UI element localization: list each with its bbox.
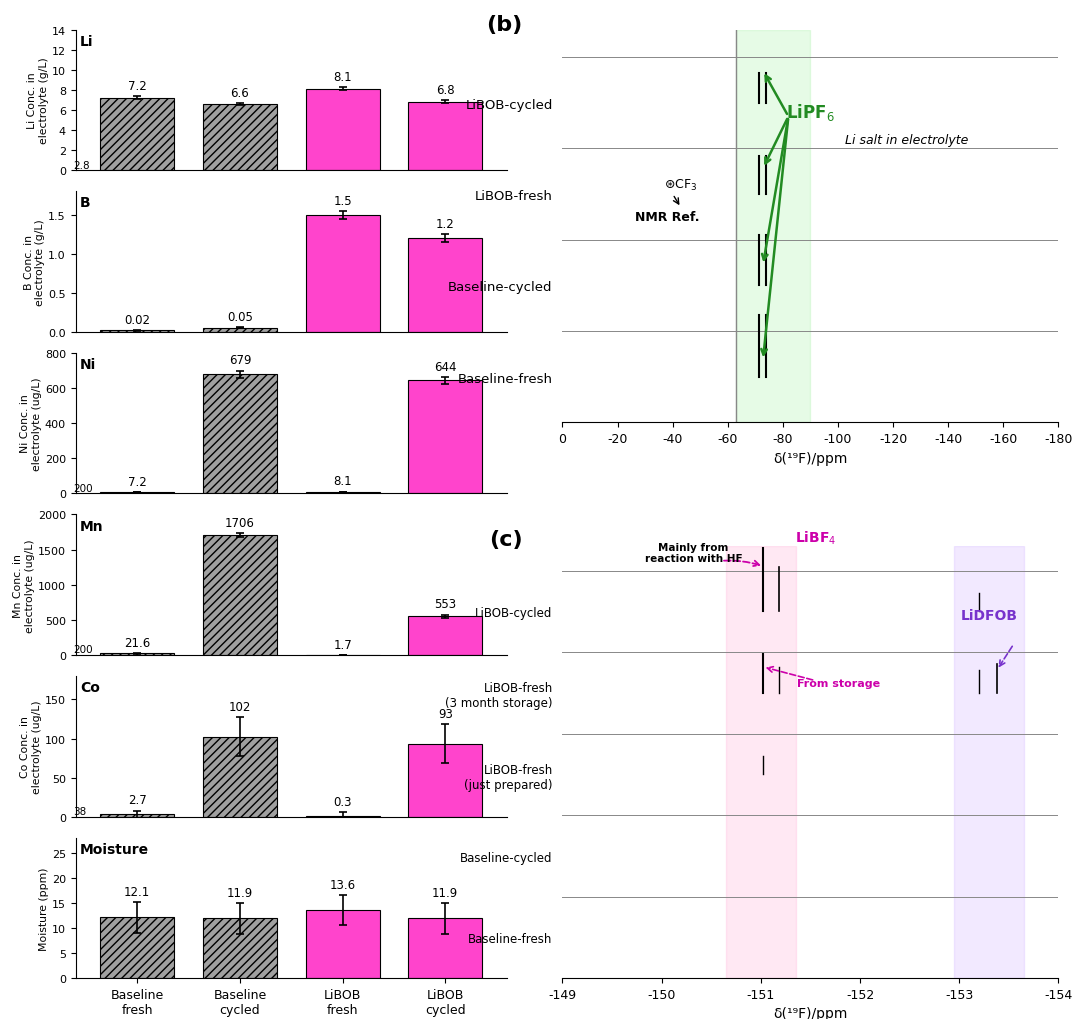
Text: 21.6: 21.6 — [124, 637, 150, 649]
Bar — [100, 654, 174, 655]
Text: 13.6: 13.6 — [329, 877, 355, 891]
Bar — [955, 546, 1024, 978]
Bar — [203, 105, 276, 171]
Text: Mainly from
reaction with HF: Mainly from reaction with HF — [645, 542, 742, 564]
Text: 12.1: 12.1 — [124, 886, 150, 899]
Y-axis label: Moisture (ppm): Moisture (ppm) — [39, 866, 49, 950]
Text: 93: 93 — [437, 707, 453, 720]
Y-axis label: B Conc. in
electrolyte (g/L): B Conc. in electrolyte (g/L) — [24, 219, 45, 306]
Text: LiPF$_6$: LiPF$_6$ — [785, 102, 834, 123]
Text: $\circledast$CF$_3$: $\circledast$CF$_3$ — [664, 178, 698, 194]
Text: 0.02: 0.02 — [124, 313, 150, 326]
Text: Moisture: Moisture — [80, 842, 149, 856]
Bar — [737, 31, 810, 423]
Text: 1706: 1706 — [225, 517, 255, 529]
Bar — [408, 381, 482, 494]
Text: 200: 200 — [73, 483, 93, 493]
Y-axis label: Mn Conc. in
electrolyte (ug/L): Mn Conc. in electrolyte (ug/L) — [13, 538, 35, 632]
Text: 8.1: 8.1 — [334, 475, 352, 488]
Bar — [100, 99, 174, 171]
Bar — [306, 492, 379, 494]
Bar — [203, 536, 276, 655]
Text: 11.9: 11.9 — [227, 887, 253, 900]
Text: 553: 553 — [434, 598, 456, 611]
Bar — [306, 90, 379, 171]
Bar — [203, 918, 276, 978]
Y-axis label: Co Conc. in
electrolyte (ug/L): Co Conc. in electrolyte (ug/L) — [21, 700, 42, 794]
Bar — [100, 331, 174, 332]
Bar — [306, 910, 379, 978]
Bar — [408, 918, 482, 978]
Text: 0.05: 0.05 — [227, 311, 253, 324]
Bar — [203, 375, 276, 494]
Text: LiDFOB: LiDFOB — [960, 609, 1017, 623]
Bar — [408, 103, 482, 171]
Bar — [726, 546, 796, 978]
Text: 38: 38 — [73, 806, 86, 816]
Text: 11.9: 11.9 — [432, 887, 458, 900]
Bar — [100, 814, 174, 817]
Y-axis label: Ni Conc. in
electrolyte (ug/L): Ni Conc. in electrolyte (ug/L) — [21, 377, 42, 471]
Text: From storage: From storage — [797, 679, 880, 689]
Text: 2.8: 2.8 — [73, 160, 90, 170]
Text: Co: Co — [80, 681, 99, 695]
Text: 679: 679 — [229, 354, 252, 367]
Text: 200: 200 — [73, 645, 93, 655]
Bar — [408, 616, 482, 655]
Text: 1.5: 1.5 — [334, 195, 352, 207]
Text: NMR Ref.: NMR Ref. — [635, 211, 700, 224]
Text: 1.2: 1.2 — [436, 218, 455, 230]
Text: 0.3: 0.3 — [334, 796, 352, 808]
Text: 8.1: 8.1 — [334, 71, 352, 84]
Text: Li salt in electrolyte: Li salt in electrolyte — [846, 133, 969, 147]
Bar — [100, 492, 174, 494]
Text: (c): (c) — [489, 529, 523, 549]
Text: Mn: Mn — [80, 519, 104, 533]
Bar — [408, 744, 482, 817]
Text: (b): (b) — [487, 15, 523, 35]
Text: Li: Li — [80, 35, 93, 49]
Bar — [203, 328, 276, 332]
X-axis label: δ(¹⁹F)/ppm: δ(¹⁹F)/ppm — [773, 1007, 848, 1019]
Text: 7.2: 7.2 — [127, 475, 147, 488]
Bar — [306, 215, 379, 332]
Bar — [408, 238, 482, 332]
Text: Ni: Ni — [80, 358, 96, 372]
Text: 6.8: 6.8 — [436, 85, 455, 97]
Text: LiBF$_4$: LiBF$_4$ — [795, 530, 836, 547]
Text: B: B — [80, 197, 91, 210]
Y-axis label: Li Conc. in
electrolyte (g/L): Li Conc. in electrolyte (g/L) — [27, 57, 49, 144]
Text: 102: 102 — [229, 700, 251, 713]
Bar — [203, 737, 276, 817]
X-axis label: δ(¹⁹F)/ppm: δ(¹⁹F)/ppm — [773, 451, 848, 466]
Text: 644: 644 — [434, 360, 457, 373]
Text: 1.7: 1.7 — [334, 638, 352, 651]
Text: 2.7: 2.7 — [127, 794, 147, 807]
Text: 6.6: 6.6 — [230, 87, 249, 100]
Bar — [100, 917, 174, 978]
Text: 7.2: 7.2 — [127, 81, 147, 93]
